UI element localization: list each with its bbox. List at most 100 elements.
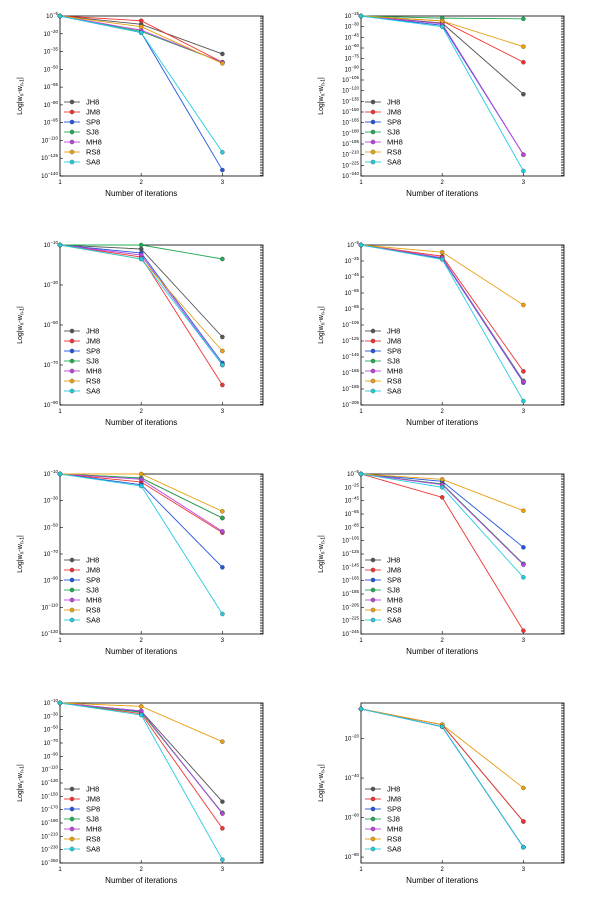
legend-label-sa8: SA8 — [387, 158, 401, 167]
x-axis-label: Number of iterations — [105, 876, 177, 885]
legend-marker-mh8 — [69, 139, 75, 145]
data-point-sa8 — [439, 257, 445, 262]
y-tick-label: 10−85 — [345, 522, 360, 531]
y-tick-label: 10−210 — [342, 150, 359, 159]
data-point-rs8 — [521, 785, 526, 791]
legend-label-sa8: SA8 — [86, 387, 100, 396]
series-line-sp8 — [360, 15, 524, 155]
y-tick-label: 10−25 — [345, 256, 360, 265]
legend-label-sa8: SA8 — [86, 158, 100, 167]
y-tick-label: 10−135 — [342, 96, 359, 105]
y-tick-label: 10−95 — [44, 118, 59, 127]
y-tick-label: 10−230 — [41, 845, 58, 854]
data-point-mh8 — [138, 477, 144, 482]
series-line-sp8 — [59, 244, 223, 364]
x-tick-label: 3 — [522, 638, 526, 644]
y-tick-label: 10−245 — [342, 629, 359, 638]
legend-label-sp8: SP8 — [387, 805, 401, 814]
legend-label-sp8: SP8 — [387, 118, 401, 127]
legend-label-jm8: JM8 — [387, 795, 401, 804]
y-axis-label: Log|wn-wn-1| — [17, 306, 26, 344]
y-tick-label: 10−145 — [342, 352, 359, 361]
y-tick-label: 10−190 — [41, 818, 58, 827]
legend-marker-mh8 — [370, 368, 376, 374]
chart-panel-3: 10−10 10−30 10−50 10−70 10−901 2 3 Number of it… — [17, 240, 264, 427]
y-tick-label: 10−165 — [342, 118, 359, 127]
y-tick-label: 10−90 — [44, 576, 59, 585]
legend-marker-jh8 — [69, 99, 75, 105]
legend-marker-mh8 — [69, 368, 75, 374]
y-tick-label: 10−80 — [345, 852, 360, 861]
y-tick-label: 10−50 — [44, 64, 59, 73]
legend-label-sp8: SP8 — [86, 118, 100, 127]
legend-marker-mh8 — [370, 597, 376, 603]
y-axis-label: Log|wn-wn-1| — [17, 764, 26, 802]
data-point-sp8 — [220, 565, 225, 570]
y-tick-label: 10−35 — [44, 47, 59, 56]
legend-label-jm8: JM8 — [86, 108, 100, 117]
legend-label-jh8: JH8 — [387, 785, 400, 794]
legend-marker-rs8 — [370, 836, 376, 842]
data-point-sa8 — [138, 712, 144, 718]
y-tick-label: 10−125 — [342, 336, 359, 345]
data-point-sa8 — [358, 13, 364, 19]
y-tick-label: 10−225 — [342, 616, 359, 625]
legend-marker-sp8 — [69, 348, 75, 354]
data-point-rs8 — [521, 44, 526, 49]
y-tick-label: 10−50 — [44, 320, 59, 329]
y-tick-label: 10−165 — [342, 368, 359, 377]
legend-marker-sp8 — [370, 806, 376, 812]
y-tick-label: 10−25 — [345, 482, 360, 491]
y-axis-label: Log|wn-wn-1| — [17, 535, 26, 573]
series-line-sp8 — [360, 244, 524, 383]
data-point-mh8 — [220, 811, 225, 816]
data-point-mh8 — [138, 708, 144, 714]
legend-marker-jm8 — [69, 338, 75, 344]
legend-marker-sa8 — [370, 388, 376, 394]
y-tick-label: 10−5 — [347, 240, 359, 249]
legend-marker-sp8 — [69, 577, 75, 583]
x-tick-label: 2 — [140, 180, 144, 186]
y-tick-label: 10−170 — [41, 805, 58, 814]
legend-marker-sj8 — [69, 129, 75, 135]
legend-label-sj8: SJ8 — [387, 815, 400, 824]
data-point-jm8 — [521, 59, 526, 65]
data-point-mh8 — [521, 562, 526, 567]
data-point-sa8 — [521, 168, 526, 174]
y-tick-label: 10−225 — [342, 160, 359, 169]
chart-panel-1: 10−5 10−20 10−35 10−50 10−65 10−80 10−95 10−110… — [17, 11, 264, 198]
legend-marker-sj8 — [370, 587, 376, 593]
legend-label-sj8: SJ8 — [387, 586, 400, 595]
series-line-mh8 — [360, 708, 524, 848]
x-axis-label: Number of iterations — [406, 418, 478, 427]
x-tick-label: 1 — [58, 409, 62, 415]
legend-label-sj8: SJ8 — [86, 586, 99, 595]
x-tick-label: 2 — [441, 638, 445, 644]
legend-marker-sp8 — [370, 119, 376, 125]
x-tick-label: 2 — [140, 638, 144, 644]
x-axis-label: Number of iterations — [105, 418, 177, 427]
legend-marker-jh8 — [69, 328, 75, 334]
data-point-jm8 — [220, 826, 225, 831]
y-tick-label: 10−185 — [342, 589, 359, 598]
y-tick-label: 10−250 — [41, 858, 58, 867]
legend-marker-sj8 — [69, 587, 75, 593]
legend-label-sj8: SJ8 — [86, 357, 99, 366]
legend-label-mh8: MH8 — [86, 825, 102, 834]
legend-label-rs8: RS8 — [86, 606, 101, 615]
legend-label-mh8: MH8 — [86, 596, 102, 605]
legend-label-rs8: RS8 — [387, 835, 402, 844]
legend-marker-rs8 — [370, 607, 376, 613]
data-point-sa8 — [220, 150, 225, 155]
data-point-rs8 — [220, 509, 225, 514]
x-tick-label: 2 — [441, 180, 445, 186]
series-line-jm8 — [59, 244, 223, 386]
legend-label-sp8: SP8 — [387, 347, 401, 356]
chart-panel-6: 10−5 10−25 10−45 10−65 10−85 10−105 10−125 10−1… — [318, 469, 565, 656]
chart-panel-7: 10−10 10−30 10−50 10−70 10−90 10−110 10−130 10−… — [17, 698, 264, 885]
series-line-rs8 — [360, 708, 524, 789]
chart-panel-4: 10−5 10−25 10−45 10−65 10−85 10−105 10−125 10−1… — [318, 240, 565, 427]
